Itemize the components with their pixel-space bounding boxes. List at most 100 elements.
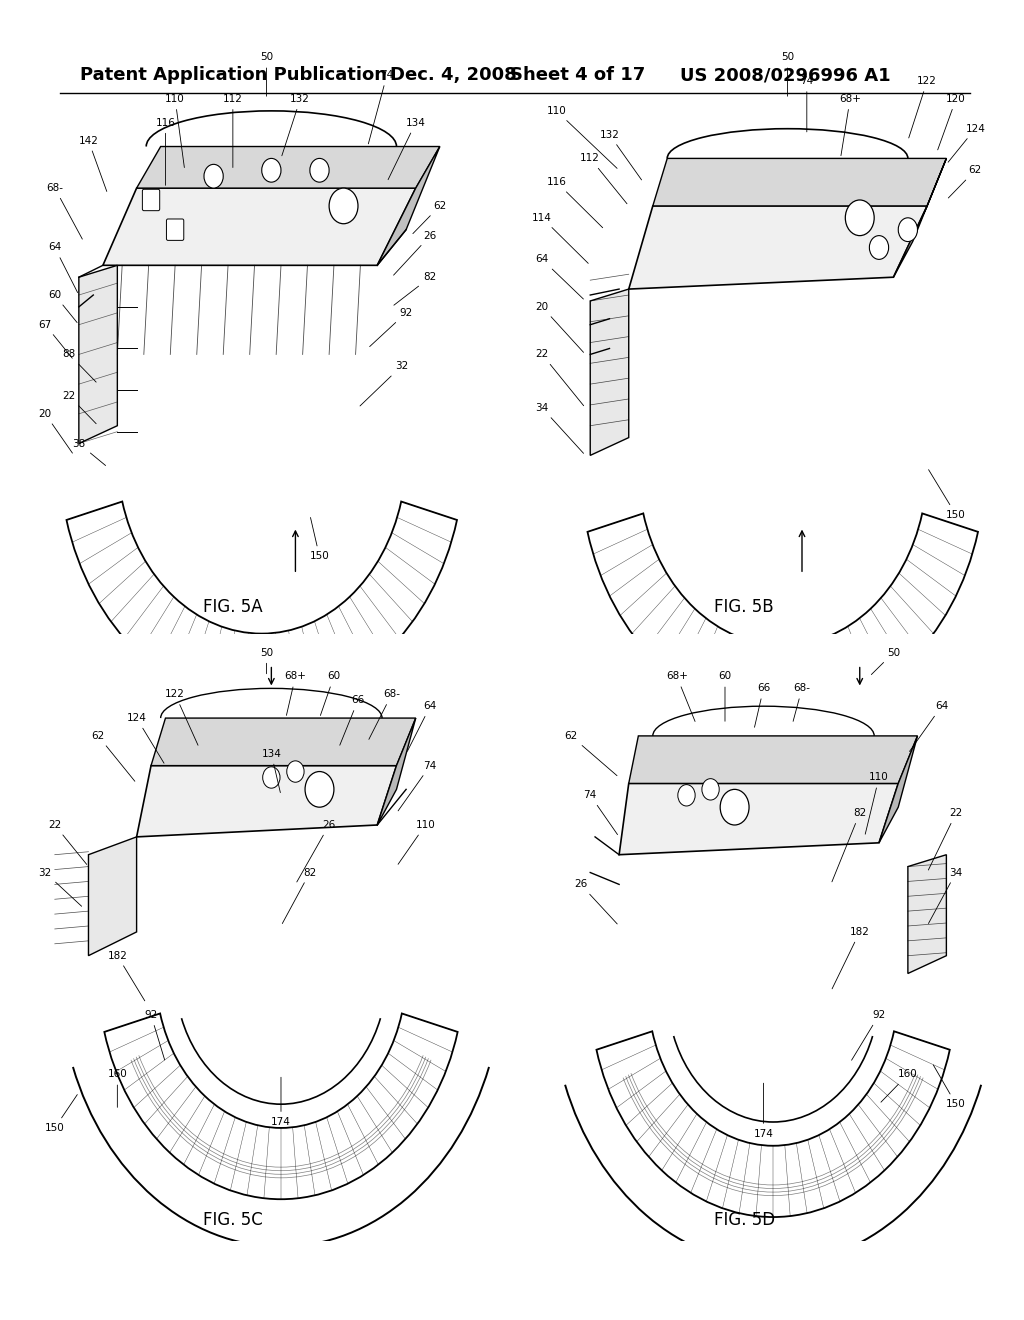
Circle shape [329,189,358,223]
Circle shape [305,771,334,807]
Text: 62: 62 [413,201,446,234]
Wedge shape [588,513,978,717]
Polygon shape [629,737,918,783]
Text: 74: 74 [800,77,813,132]
Text: 142: 142 [79,136,106,191]
Circle shape [204,165,223,189]
Text: 62: 62 [91,731,135,781]
Text: 64: 64 [536,255,584,300]
Text: 116: 116 [156,117,175,185]
Text: 110: 110 [398,820,435,865]
Text: 67: 67 [39,319,73,358]
Text: 150: 150 [929,470,966,520]
Polygon shape [629,206,927,289]
Polygon shape [88,837,136,956]
Text: 82: 82 [394,272,437,305]
Text: 68+: 68+ [840,94,861,156]
Wedge shape [67,502,457,705]
Text: 132: 132 [282,94,310,156]
Text: 20: 20 [536,302,584,352]
FancyBboxPatch shape [167,219,183,240]
Text: 34: 34 [536,403,584,453]
Text: 120: 120 [938,94,966,150]
Text: 124: 124 [948,124,985,162]
Text: 112: 112 [223,94,243,168]
Text: 22: 22 [929,808,963,870]
Circle shape [720,789,750,825]
Text: 116: 116 [547,177,603,228]
Circle shape [701,779,719,800]
Polygon shape [653,158,946,206]
Text: 134: 134 [261,748,282,792]
Text: 132: 132 [599,129,642,180]
Text: FIG. 5B: FIG. 5B [715,598,774,615]
Circle shape [678,784,695,807]
Text: 22: 22 [536,350,584,405]
Text: FIG. 5D: FIG. 5D [714,1210,775,1229]
Text: 92: 92 [144,1010,165,1060]
Polygon shape [136,147,440,189]
Text: 62: 62 [564,731,617,776]
Circle shape [898,218,918,242]
Text: 32: 32 [360,362,408,407]
Text: 110: 110 [865,772,889,834]
Text: 66: 66 [340,696,365,746]
Text: Dec. 4, 2008: Dec. 4, 2008 [390,66,517,84]
Text: 174: 174 [271,1077,291,1127]
Polygon shape [620,783,898,855]
Text: 150: 150 [309,517,330,561]
Circle shape [310,158,329,182]
Text: 122: 122 [165,689,198,746]
Text: 82: 82 [283,867,316,924]
Text: US 2008/0296996 A1: US 2008/0296996 A1 [680,66,891,84]
Polygon shape [590,289,629,455]
Text: 110: 110 [165,94,185,168]
FancyBboxPatch shape [142,189,160,211]
Text: 74: 74 [584,791,617,834]
Circle shape [869,235,889,260]
Text: 68-: 68- [369,689,400,739]
Text: 64: 64 [48,243,78,293]
Text: 34: 34 [929,867,963,924]
Polygon shape [102,189,416,265]
Text: 74: 74 [398,760,437,810]
Text: 20: 20 [39,409,73,453]
Text: 150: 150 [933,1065,966,1109]
Wedge shape [596,1031,950,1217]
Text: 66: 66 [755,684,770,727]
Text: FIG. 5C: FIG. 5C [203,1210,263,1229]
Polygon shape [377,718,416,825]
Text: 64: 64 [408,701,437,751]
Text: 110: 110 [547,106,617,169]
Text: 182: 182 [108,950,144,1001]
Text: 92: 92 [370,308,413,347]
Text: 112: 112 [581,153,627,203]
Circle shape [846,201,874,236]
Text: 160: 160 [881,1069,918,1102]
Text: 122: 122 [908,77,937,139]
Text: 150: 150 [45,1094,77,1133]
Text: 114: 114 [532,213,588,264]
Text: 26: 26 [574,879,617,924]
Text: 38: 38 [73,438,105,466]
Text: 22: 22 [62,391,96,424]
Text: 134: 134 [388,117,426,180]
Text: Patent Application Publication: Patent Application Publication [80,66,387,84]
Wedge shape [104,1014,458,1199]
Text: 50: 50 [871,648,900,675]
Text: 60: 60 [48,290,77,322]
Circle shape [262,158,281,182]
Text: 68+: 68+ [285,672,306,715]
Text: 68-: 68- [794,684,811,721]
Text: 62: 62 [948,165,982,198]
Polygon shape [152,718,416,766]
Text: 68+: 68+ [666,672,695,722]
Polygon shape [879,737,918,843]
Text: 82: 82 [831,808,866,882]
Text: 64: 64 [909,701,948,751]
Text: 160: 160 [108,1069,127,1107]
Text: 50: 50 [260,648,273,673]
Polygon shape [79,265,118,444]
Polygon shape [377,147,440,265]
Text: 92: 92 [852,1010,886,1060]
